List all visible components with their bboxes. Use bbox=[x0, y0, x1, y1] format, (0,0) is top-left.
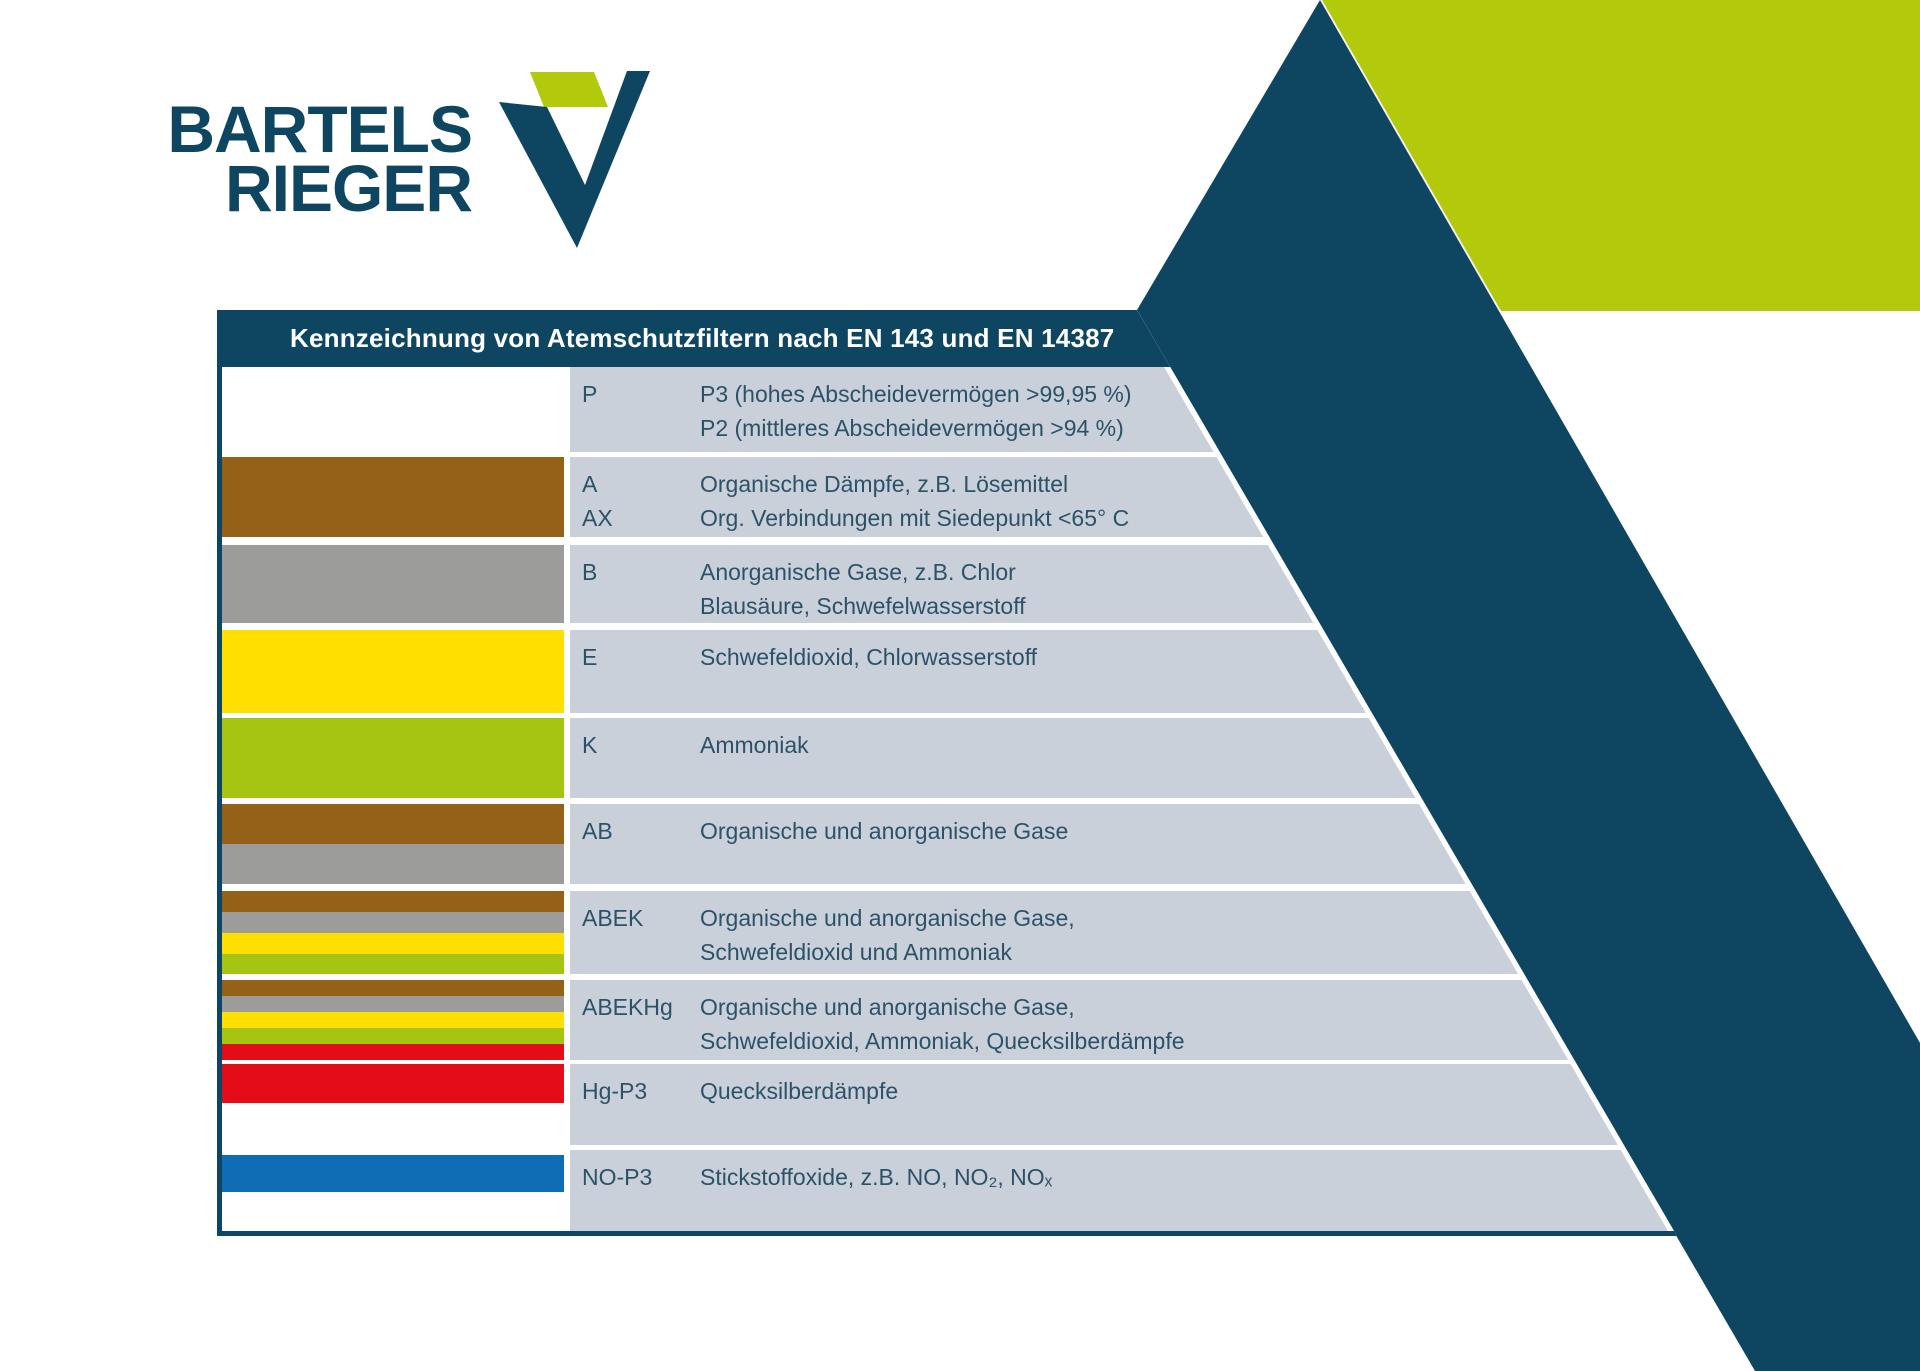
row-panel: Hg-P3 Quecksilberdämpfe bbox=[570, 1064, 1668, 1145]
filter-code: AB bbox=[582, 814, 700, 848]
filter-description: Quecksilberdämpfe bbox=[700, 1074, 1668, 1108]
filter-code-line: B bbox=[582, 559, 598, 585]
filter-code-line: K bbox=[582, 732, 598, 758]
filter-code: ABEK bbox=[582, 901, 700, 935]
filter-code-line: Hg-P3 bbox=[582, 1078, 648, 1104]
filter-code: E bbox=[582, 640, 700, 674]
filter-code: ABEKHg bbox=[582, 990, 700, 1024]
swatch-stripe-white bbox=[217, 367, 564, 452]
filter-code-line: AB bbox=[582, 818, 613, 844]
filter-description: Organische und anorganische Gase, Schwefe… bbox=[700, 990, 1668, 1058]
logo-v-green-flag bbox=[530, 72, 608, 107]
table-row: NO-P3 Stickstoffoxide, z.B. NO, NO₂, NOₓ bbox=[217, 1150, 1668, 1231]
filter-color-swatch bbox=[217, 630, 564, 713]
filter-description-line: Ammoniak bbox=[700, 732, 809, 758]
filter-color-swatch bbox=[217, 545, 564, 623]
filter-description: P3 (hohes Abscheidevermögen >99,95 %) P2 … bbox=[700, 377, 1668, 445]
filter-code-line: E bbox=[582, 644, 598, 670]
filter-description-line: Organische Dämpfe, z.B. Lösemittel bbox=[700, 471, 1069, 497]
swatch-stripe-gray bbox=[217, 912, 564, 933]
filter-description-line: Organische und anorganische Gase bbox=[700, 818, 1069, 844]
logo-line1: BARTELS bbox=[167, 92, 473, 166]
swatch-stripe-white bbox=[217, 1192, 564, 1231]
filter-code: P bbox=[582, 377, 700, 411]
filter-color-swatch bbox=[217, 1064, 564, 1145]
filter-description: Organische Dämpfe, z.B. Lösemittel Org. V… bbox=[700, 467, 1668, 535]
filter-code-line: NO-P3 bbox=[582, 1164, 653, 1190]
swatch-stripe-gray bbox=[217, 996, 564, 1012]
filter-description-line: Blausäure, Schwefelwasserstoff bbox=[700, 593, 1026, 619]
filter-description-line: Organische und anorganische Gase, bbox=[700, 994, 1075, 1020]
filter-color-swatch bbox=[217, 457, 564, 537]
filter-code: NO-P3 bbox=[582, 1160, 700, 1194]
swatch-stripe-green bbox=[217, 954, 564, 974]
brand-logo-text: BARTELS RIEGER bbox=[120, 92, 473, 225]
filter-code: B bbox=[582, 555, 700, 589]
filter-description-line: Org. Verbindungen mit Siedepunkt <65° C bbox=[700, 505, 1130, 531]
swatch-stripe-green bbox=[217, 718, 564, 798]
swatch-stripe-gray bbox=[217, 844, 564, 884]
swatch-stripe-yellow bbox=[217, 1012, 564, 1028]
filter-description-line: Organische und anorganische Gase, bbox=[700, 905, 1075, 931]
table-rows: P P3 (hohes Abscheidevermögen >99,95 %) P… bbox=[217, 367, 1668, 1231]
filter-color-swatch bbox=[217, 891, 564, 974]
green-corner-block bbox=[1322, 0, 1920, 311]
filter-color-swatch bbox=[217, 980, 564, 1060]
filter-description-line: P2 (mittleres Abscheidevermögen >94 %) bbox=[700, 415, 1124, 441]
filter-description: Schwefeldioxid, Chlorwasserstoff bbox=[700, 640, 1668, 674]
filter-code-line: ABEK bbox=[582, 905, 644, 931]
filter-color-swatch bbox=[217, 804, 564, 884]
table-bottom-border bbox=[217, 1231, 1677, 1236]
filter-description-line: Schwefeldioxid, Ammoniak, Quecksilberdäm… bbox=[700, 1028, 1185, 1054]
filter-code: Hg-P3 bbox=[582, 1074, 700, 1108]
row-panel: NO-P3 Stickstoffoxide, z.B. NO, NO₂, NOₓ bbox=[570, 1150, 1668, 1231]
filter-description: Organische und anorganische Gase, Schwefe… bbox=[700, 901, 1668, 969]
swatch-stripe-green bbox=[217, 1028, 564, 1044]
table-row: ABEKHg Organische und anorganische Gase,… bbox=[217, 980, 1668, 1060]
navy-diagonal-band bbox=[1137, 0, 1920, 1371]
filter-code-line: AX bbox=[582, 505, 613, 531]
filter-description-line: Stickstoffoxide, z.B. NO, NO₂, NOₓ bbox=[700, 1164, 1053, 1190]
filter-description: Organische und anorganische Gase bbox=[700, 814, 1668, 848]
filter-table: Kennzeichnung von Atemschutzfiltern nach… bbox=[217, 310, 1677, 1236]
swatch-stripe-white bbox=[217, 1103, 564, 1145]
filter-code-line: P bbox=[582, 381, 598, 407]
filter-code-line: ABEKHg bbox=[582, 994, 673, 1020]
filter-color-swatch bbox=[217, 718, 564, 798]
logo-v-check bbox=[499, 71, 650, 248]
swatch-stripe-brown bbox=[217, 804, 564, 844]
swatch-stripe-brown bbox=[217, 457, 564, 537]
swatch-stripe-white bbox=[217, 1150, 564, 1155]
table-left-border bbox=[217, 310, 222, 1236]
table-row: Hg-P3 Quecksilberdämpfe bbox=[217, 1064, 1668, 1145]
filter-description-line: Schwefeldioxid und Ammoniak bbox=[700, 939, 1012, 965]
swatch-stripe-gray bbox=[217, 545, 564, 623]
filter-description: Stickstoffoxide, z.B. NO, NO₂, NOₓ bbox=[700, 1160, 1668, 1194]
filter-code-line: A bbox=[582, 471, 598, 497]
swatch-stripe-red bbox=[217, 1064, 564, 1103]
filter-color-swatch bbox=[217, 367, 564, 452]
filter-description: Ammoniak bbox=[700, 728, 1668, 762]
table-title: Kennzeichnung von Atemschutzfiltern nach… bbox=[290, 323, 1115, 353]
swatch-stripe-brown bbox=[217, 891, 564, 912]
filter-color-swatch bbox=[217, 1150, 564, 1231]
filter-description-line: Schwefeldioxid, Chlorwasserstoff bbox=[700, 644, 1038, 670]
filter-code: A AX bbox=[582, 467, 700, 535]
swatch-stripe-red bbox=[217, 1044, 564, 1060]
filter-code: K bbox=[582, 728, 700, 762]
logo-v-icon bbox=[499, 71, 650, 248]
swatch-stripe-yellow bbox=[217, 933, 564, 954]
filter-description: Anorganische Gase, z.B. Chlor Blausäure, … bbox=[700, 555, 1668, 623]
swatch-stripe-yellow bbox=[217, 630, 564, 713]
row-panel: ABEKHg Organische und anorganische Gase,… bbox=[570, 980, 1668, 1060]
filter-description-line: P3 (hohes Abscheidevermögen >99,95 %) bbox=[700, 381, 1132, 407]
logo-line2: RIEGER bbox=[224, 151, 473, 225]
swatch-stripe-blue bbox=[217, 1155, 564, 1192]
filter-description-line: Anorganische Gase, z.B. Chlor bbox=[700, 559, 1016, 585]
filter-description-line: Quecksilberdämpfe bbox=[700, 1078, 899, 1104]
swatch-stripe-brown bbox=[217, 980, 564, 996]
